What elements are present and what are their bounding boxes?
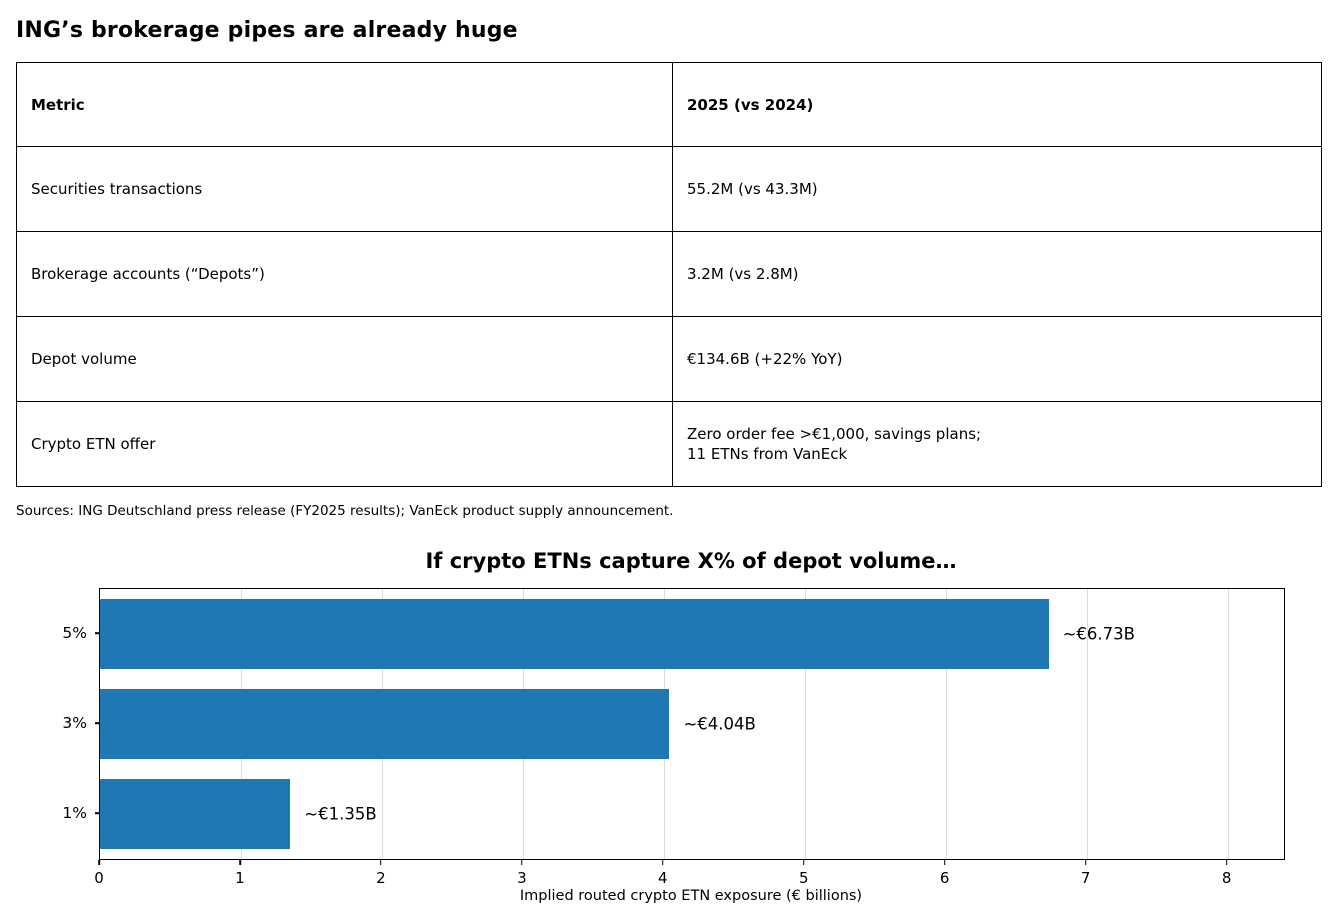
- x-tick-mark: [662, 859, 664, 865]
- cell-value: Zero order fee >€1,000, savings plans; 1…: [672, 401, 1322, 487]
- x-tick-mark: [380, 859, 382, 865]
- x-tick-label: 1: [235, 868, 245, 887]
- table-row: Securities transactions 55.2M (vs 43.3M): [16, 146, 1322, 232]
- table-row: Depot volume €134.6B (+22% YoY): [16, 316, 1322, 402]
- y-tick-mark: [95, 722, 100, 724]
- x-axis-label: Implied routed crypto ETN exposure (€ bi…: [519, 888, 863, 904]
- bar-3%: [100, 689, 670, 759]
- x-axis-ticks: 0 1 2 3 4 5 6 7 8: [94, 859, 1283, 894]
- x-tick-label: 0: [94, 868, 104, 887]
- table-row: Brokerage accounts (“Depots”) 3.2M (vs 2…: [16, 231, 1322, 317]
- x-tick-mark: [98, 859, 100, 865]
- x-tick-label: 3: [517, 868, 527, 887]
- bar-value-label: ~€6.73B: [1062, 624, 1135, 644]
- x-tick-mark: [802, 859, 805, 865]
- chart-title: If crypto ETNs capture X% of depot volum…: [425, 549, 957, 573]
- x-tick-label: 2: [376, 868, 386, 887]
- x-tick-mark: [943, 859, 946, 865]
- x-tick-mark: [1084, 859, 1087, 865]
- col-header-metric: Metric: [16, 62, 673, 147]
- y-axis-ticks: 5% 3% 1%: [0, 588, 100, 858]
- table-header-row: Metric 2025 (vs 2024): [16, 62, 1322, 147]
- cell-metric: Depot volume: [16, 316, 673, 402]
- page-title: ING’s brokerage pipes are already huge: [16, 18, 518, 43]
- bar-value-label: ~€4.04B: [683, 714, 756, 734]
- col-header-2025: 2025 (vs 2024): [672, 62, 1322, 147]
- cell-value: €134.6B (+22% YoY): [672, 316, 1322, 402]
- y-tick-label: 1%: [62, 804, 87, 822]
- x-tick-mark: [1225, 859, 1228, 865]
- x-tick-mark: [521, 859, 523, 865]
- x-tick-label: 4: [658, 868, 668, 887]
- gridline: [1227, 589, 1229, 859]
- gridline: [1086, 589, 1088, 859]
- x-tick-label: 8: [1221, 868, 1232, 887]
- gridline: [945, 589, 947, 859]
- y-tick-label: 5%: [62, 624, 87, 642]
- bar-5%: [100, 599, 1049, 669]
- cell-value: 3.2M (vs 2.8M): [672, 231, 1322, 317]
- x-tick-label: 6: [939, 868, 950, 887]
- cell-metric: Crypto ETN offer: [16, 401, 673, 487]
- x-tick-mark: [239, 859, 241, 865]
- bar-1%: [100, 779, 291, 849]
- table-row: Crypto ETN offer Zero order fee >€1,000,…: [16, 401, 1322, 487]
- bar-value-label: ~€1.35B: [304, 804, 377, 824]
- x-tick-label: 5: [798, 868, 809, 887]
- metrics-table: Metric 2025 (vs 2024) Securities transac…: [16, 62, 1322, 487]
- y-tick-mark: [95, 812, 100, 814]
- sources-note: Sources: ING Deutschland press release (…: [16, 503, 674, 519]
- plot-area: ~€6.73B ~€4.04B ~€1.35B: [99, 588, 1285, 860]
- x-tick-label: 7: [1080, 868, 1091, 887]
- y-tick-mark: [95, 632, 100, 634]
- cell-metric: Securities transactions: [16, 146, 673, 232]
- cell-value: 55.2M (vs 43.3M): [672, 146, 1322, 232]
- cell-metric: Brokerage accounts (“Depots”): [16, 231, 673, 317]
- gridline: [804, 589, 806, 859]
- y-tick-label: 3%: [62, 714, 87, 732]
- scenario-bar-chart: If crypto ETNs capture X% of depot volum…: [0, 544, 1340, 914]
